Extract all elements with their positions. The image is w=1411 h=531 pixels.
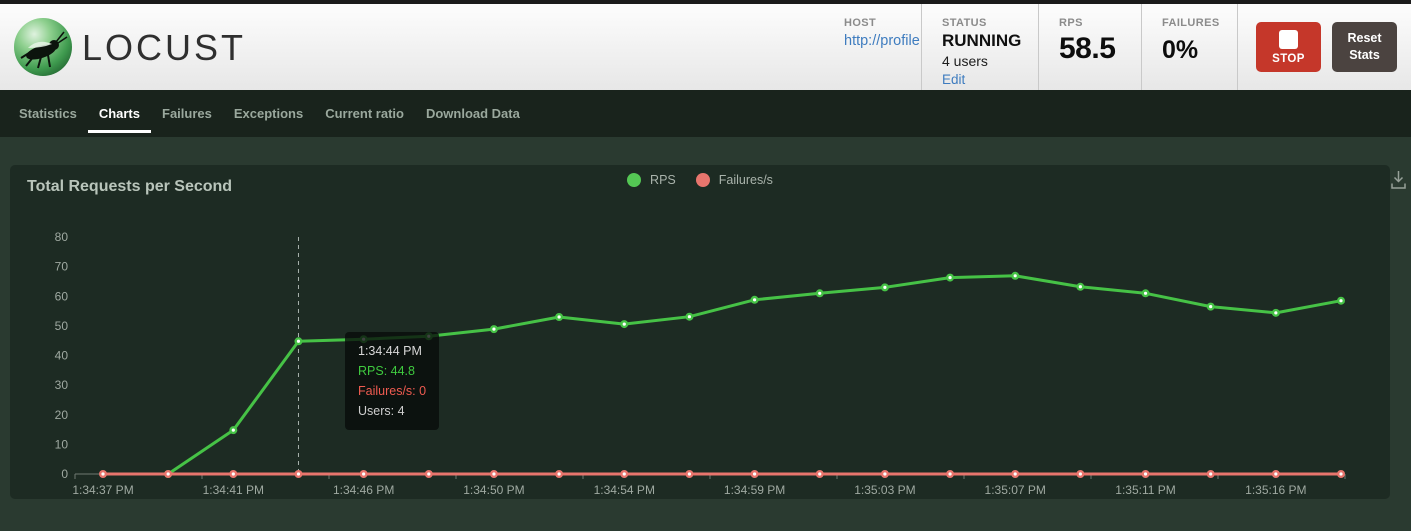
failures-label: FAILURES <box>1162 17 1220 29</box>
failures-value: 0% <box>1162 36 1199 64</box>
header: LOCUST HOST http://profile STATUS RUNNIN… <box>0 4 1411 90</box>
rps-chart-panel: 0 10 20 30 40 50 60 70 80 1:34:37 PM 1:34:41 PM 1:3… <box>10 165 1390 499</box>
download-chart-icon[interactable] <box>1390 169 1407 191</box>
tab-charts[interactable]: Charts <box>87 90 152 137</box>
failures-section: FAILURES 0% <box>1141 4 1238 90</box>
svg-text:40: 40 <box>55 349 69 363</box>
status-section: STATUS RUNNING 4 users Edit <box>921 4 1038 90</box>
main-nav: Statistics Charts Failures Exceptions Curren… <box>0 90 1411 137</box>
svg-text:80: 80 <box>55 230 69 244</box>
window-top-strip <box>0 0 1411 4</box>
locust-logo-icon <box>14 18 72 76</box>
svg-text:1:34:59 PM: 1:34:59 PM <box>724 483 785 497</box>
svg-text:1:34:37 PM: 1:34:37 PM <box>72 483 133 497</box>
svg-text:60: 60 <box>55 289 69 303</box>
host-url-link[interactable]: http://profile <box>844 33 920 49</box>
status-label: STATUS <box>942 17 987 29</box>
failures-legend-dot-icon <box>695 173 710 187</box>
svg-text:1:34:46 PM: 1:34:46 PM <box>333 483 394 497</box>
svg-text:50: 50 <box>55 319 69 333</box>
user-count: 4 users <box>942 53 988 69</box>
host-section: HOST http://profile <box>827 4 921 90</box>
legend-item-rps[interactable]: RPS <box>627 173 676 187</box>
legend-item-failures[interactable]: Failures/s <box>695 173 773 187</box>
rps-legend-label: RPS <box>650 173 676 187</box>
svg-text:1:35:16 PM: 1:35:16 PM <box>1245 483 1306 497</box>
rps-failures-chart[interactable]: 0 10 20 30 40 50 60 70 80 1:34:37 PM 1:34:41 PM 1:3… <box>10 165 1390 499</box>
chart-title: Total Requests per Second <box>27 178 233 195</box>
svg-text:1:35:11 PM: 1:35:11 PM <box>1115 483 1175 497</box>
svg-text:10: 10 <box>55 437 69 451</box>
stop-button-label: STOP <box>1272 52 1305 65</box>
svg-text:1:35:03 PM: 1:35:03 PM <box>854 483 915 497</box>
reset-stats-button[interactable]: Reset Stats <box>1332 22 1397 72</box>
svg-text:30: 30 <box>55 378 69 392</box>
svg-text:1:34:50 PM: 1:34:50 PM <box>463 483 524 497</box>
failures-legend-label: Failures/s <box>718 173 773 187</box>
logo-text: LOCUST <box>82 27 247 68</box>
rps-label: RPS <box>1059 17 1083 29</box>
tab-exceptions[interactable]: Exceptions <box>233 106 304 121</box>
chart-legend: RPS Failures/s <box>10 173 1390 187</box>
tab-current-ratio[interactable]: Current ratio <box>325 106 404 121</box>
stop-button[interactable]: STOP <box>1256 22 1321 72</box>
host-label: HOST <box>844 17 877 29</box>
tab-statistics[interactable]: Statistics <box>19 106 77 121</box>
svg-text:0: 0 <box>61 467 68 481</box>
rps-value: 58.5 <box>1059 32 1116 65</box>
header-stats: HOST http://profile STATUS RUNNING 4 use… <box>827 4 1411 90</box>
stop-icon <box>1279 29 1298 49</box>
svg-text:1:34:41 PM: 1:34:41 PM <box>203 483 264 497</box>
svg-text:20: 20 <box>55 408 69 422</box>
status-value: RUNNING <box>942 31 1022 50</box>
locust-insect-icon <box>20 31 68 69</box>
main-content: 0 10 20 30 40 50 60 70 80 1:34:37 PM 1:34:41 PM 1:3… <box>0 137 1411 531</box>
svg-text:1:34:54 PM: 1:34:54 PM <box>594 483 655 497</box>
edit-users-link[interactable]: Edit <box>942 72 966 87</box>
tab-download-data[interactable]: Download Data <box>425 106 520 121</box>
svg-text:70: 70 <box>55 260 69 274</box>
tab-failures[interactable]: Failures <box>162 106 212 121</box>
locust-logo: LOCUST <box>0 4 246 90</box>
reset-stats-label: Reset Stats <box>1347 31 1382 62</box>
rps-section: RPS 58.5 <box>1038 4 1141 90</box>
svg-text:1:35:07 PM: 1:35:07 PM <box>985 483 1046 497</box>
rps-legend-dot-icon <box>627 173 642 187</box>
header-buttons: STOP Reset Stats <box>1238 4 1411 90</box>
